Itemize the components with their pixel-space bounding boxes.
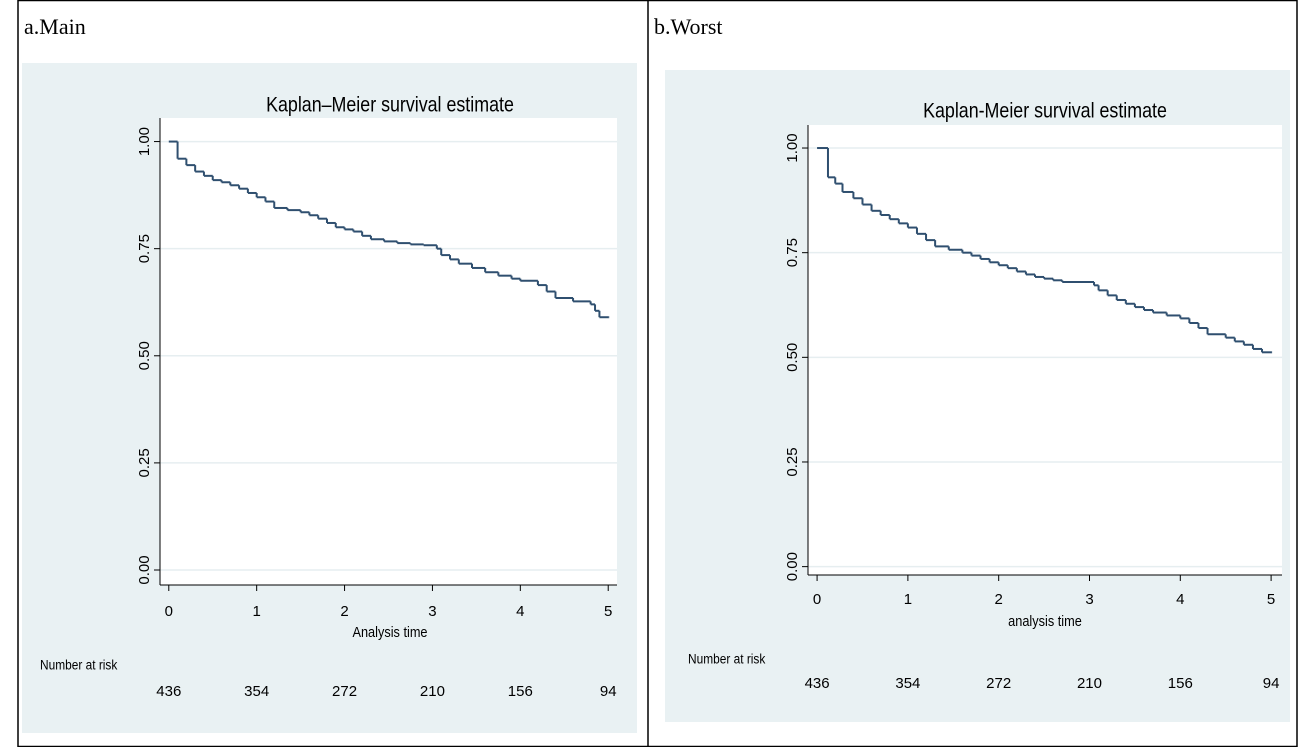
x-tick-label: 1 — [904, 591, 912, 608]
risk-number: 354 — [244, 683, 269, 700]
risk-number: 156 — [1168, 675, 1193, 692]
risk-number: 272 — [986, 675, 1011, 692]
x-tick-label: 3 — [428, 603, 436, 620]
plot-area — [160, 118, 617, 585]
y-tick-label: 0.00 — [784, 552, 801, 581]
x-tick-label: 4 — [516, 603, 524, 620]
x-axis-label: Analysis time — [352, 623, 427, 640]
y-tick-label: 0.25 — [784, 447, 801, 476]
risk-label: Number at risk — [40, 657, 118, 673]
x-tick-label: 2 — [995, 591, 1003, 608]
y-tick-label: 0.75 — [784, 238, 801, 267]
x-tick-label: 2 — [340, 603, 348, 620]
y-tick-label: 0.75 — [136, 234, 153, 263]
risk-number: 272 — [332, 683, 357, 700]
y-tick-label: 1.00 — [136, 127, 153, 156]
risk-label: Number at risk — [688, 651, 766, 667]
risk-number: 210 — [420, 683, 445, 700]
panel-label: b.Worst — [654, 14, 723, 39]
risk-number: 436 — [805, 675, 830, 692]
y-tick-label: 0.25 — [136, 448, 153, 477]
plot-area — [808, 125, 1282, 575]
y-tick-label: 0.50 — [136, 341, 153, 370]
risk-number: 436 — [156, 683, 181, 700]
y-tick-label: 0.00 — [136, 555, 153, 584]
chart-title: Kaplan-Meier survival estimate — [923, 99, 1167, 123]
y-tick-label: 1.00 — [784, 133, 801, 162]
x-tick-label: 5 — [1267, 591, 1275, 608]
y-tick-label: 0.50 — [784, 343, 801, 372]
x-tick-label: 4 — [1176, 591, 1184, 608]
x-tick-label: 3 — [1085, 591, 1093, 608]
risk-number: 94 — [600, 683, 617, 700]
x-tick-label: 5 — [604, 603, 612, 620]
x-tick-label: 0 — [813, 591, 821, 608]
risk-number: 210 — [1077, 675, 1102, 692]
chart-title: Kaplan–Meier survival estimate — [266, 93, 514, 117]
risk-number: 354 — [895, 675, 920, 692]
risk-number: 156 — [508, 683, 533, 700]
panel-label: a.Main — [24, 14, 86, 39]
risk-number: 94 — [1263, 675, 1280, 692]
x-axis-label: analysis time — [1008, 612, 1082, 629]
x-tick-label: 1 — [253, 603, 261, 620]
x-tick-label: 0 — [165, 603, 173, 620]
